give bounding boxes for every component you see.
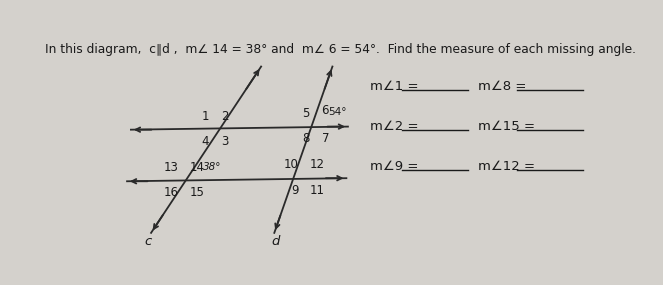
Text: m∠1 =: m∠1 = (370, 80, 418, 93)
Text: 14: 14 (190, 160, 205, 174)
Text: 6: 6 (322, 103, 329, 117)
Text: 4: 4 (202, 135, 210, 148)
Text: 13: 13 (163, 160, 178, 174)
Text: In this diagram,  c∥d ,  m∠ 14 = 38° and  m∠ 6 = 54°.  Find the measure of each : In this diagram, c∥d , m∠ 14 = 38° and m… (44, 43, 636, 56)
Text: m∠15 =: m∠15 = (478, 120, 535, 133)
Text: 2: 2 (221, 110, 228, 123)
Text: c: c (145, 235, 152, 248)
Text: 12: 12 (310, 158, 325, 171)
Text: 5: 5 (302, 107, 310, 120)
Text: 7: 7 (322, 132, 329, 145)
Text: 11: 11 (310, 184, 325, 197)
Text: m∠12 =: m∠12 = (478, 160, 535, 173)
Text: m∠2 =: m∠2 = (370, 120, 418, 133)
Text: 16: 16 (163, 186, 178, 199)
Text: 15: 15 (190, 186, 205, 199)
Text: 3: 3 (221, 135, 228, 148)
Text: 1: 1 (202, 110, 210, 123)
Text: m∠8 =: m∠8 = (478, 80, 526, 93)
Text: 54°: 54° (328, 107, 346, 117)
Text: 8: 8 (302, 132, 310, 145)
Text: 9: 9 (291, 184, 298, 197)
Text: 38°: 38° (203, 162, 221, 172)
Text: m∠9 =: m∠9 = (370, 160, 418, 173)
Text: 10: 10 (284, 158, 298, 171)
Text: d: d (272, 235, 280, 248)
